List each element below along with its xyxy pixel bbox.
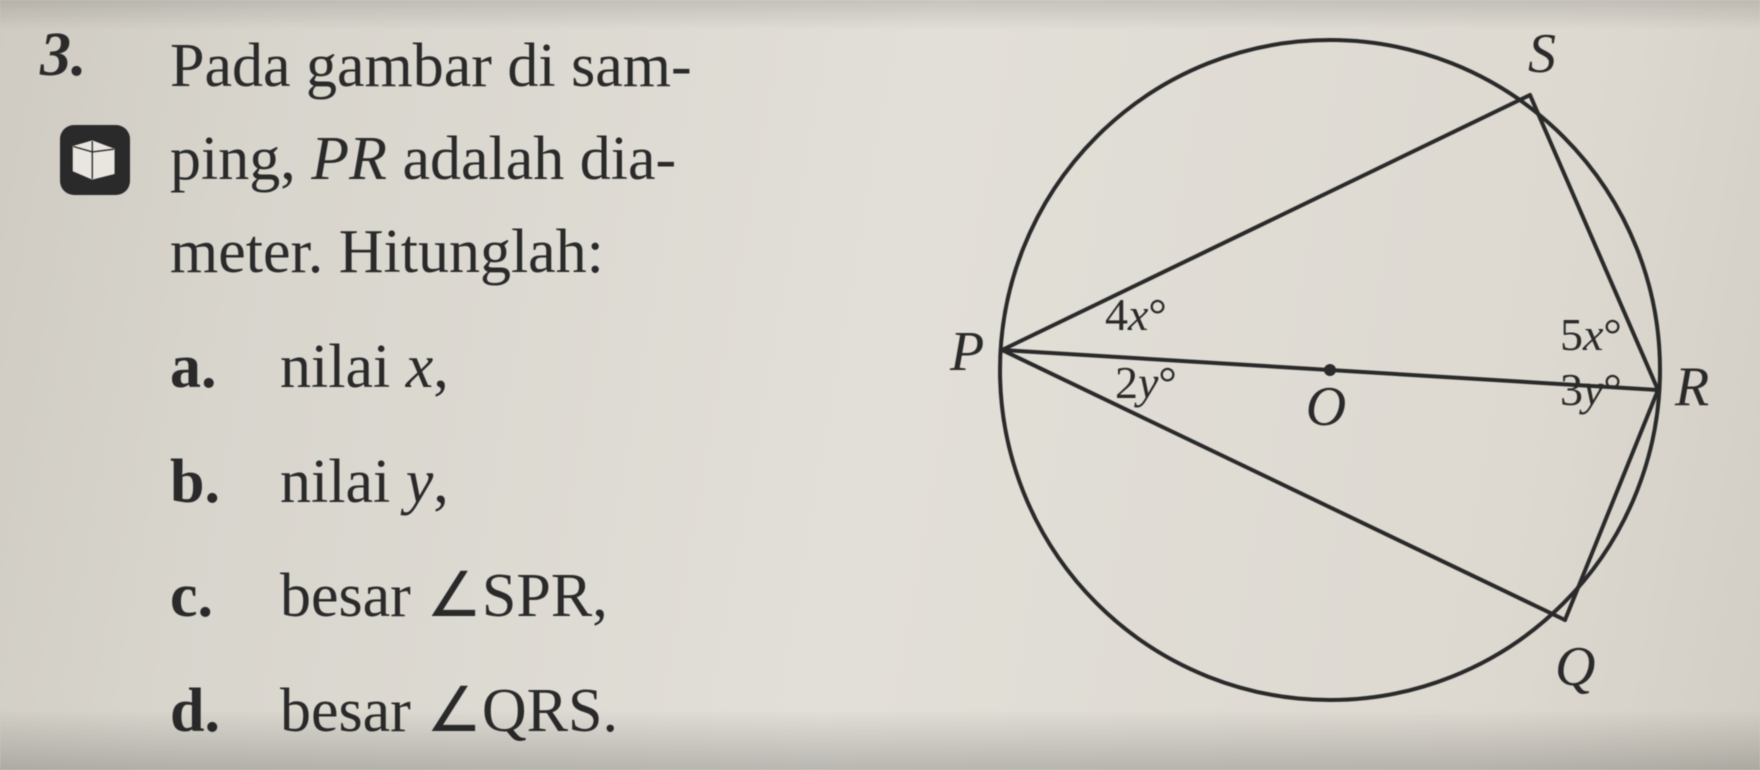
stem-line-1: Pada gambar di sam- [170, 20, 692, 113]
part-label: d. [170, 654, 280, 769]
svg-text:Q: Q [1555, 636, 1595, 698]
question-number: 3. [40, 20, 87, 91]
question-parts: a. nilai x, b. nilai y, c. besar ∠SPR, d… [170, 310, 618, 769]
diagram-svg: O P R S Q 4x° 2y° 5x°3y° [900, 0, 1760, 770]
svg-text:S: S [1528, 23, 1556, 85]
book-icon-svg [68, 133, 122, 187]
stem-line-2: ping, PR adalah dia- [170, 113, 692, 206]
part-text: nilai x, [280, 310, 449, 425]
part-label: a. [170, 310, 280, 425]
part-c: c. besar ∠SPR, [170, 539, 618, 654]
part-a: a. nilai x, [170, 310, 618, 425]
part-label: b. [170, 425, 280, 540]
part-text: besar ∠SPR, [280, 539, 608, 654]
circle-diagram: O P R S Q 4x° 2y° 5x°3y° [900, 0, 1760, 770]
book-icon [60, 125, 130, 195]
svg-text:2y°: 2y° [1115, 357, 1177, 408]
part-b: b. nilai y, [170, 425, 618, 540]
svg-text:3y°: 3y° [1560, 364, 1622, 415]
svg-text:5x°: 5x° [1560, 309, 1622, 360]
part-label: c. [170, 539, 280, 654]
question-stem: Pada gambar di sam- ping, PR adalah dia-… [170, 20, 692, 299]
svg-text:R: R [1674, 356, 1709, 418]
svg-text:4x°: 4x° [1105, 289, 1167, 340]
svg-text:P: P [949, 321, 984, 383]
stem-line-3: meter. Hitunglah: [170, 206, 692, 299]
part-text: besar ∠QRS. [280, 654, 618, 769]
part-d: d. besar ∠QRS. [170, 654, 618, 769]
page: 3. Pada gambar di sam- ping, PR adalah d… [0, 0, 1760, 770]
svg-text:O: O [1306, 376, 1346, 438]
part-text: nilai y, [280, 425, 449, 540]
